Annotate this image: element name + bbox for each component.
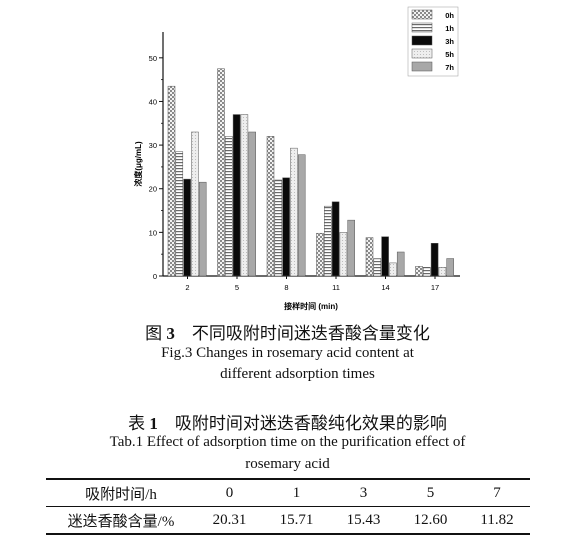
y-axis-label: 浓度(μg/mL) [133,141,143,187]
legend-swatch [411,48,433,59]
table-header-label: 吸附时间/h [46,478,196,507]
bar [297,154,306,277]
table-caption-text: 吸附时间对迷迭香酸纯化效果的影响 [174,414,447,433]
legend-label: 0h [445,11,454,20]
x-tick-label: 11 [332,283,340,292]
table-cell: 12.60 [397,506,465,535]
table-header-cell: 1 [263,478,331,507]
legend-label: 5h [445,50,454,59]
table-header-cell: 7 [464,478,530,507]
bar [232,114,241,277]
table-caption-en-line2: rosemary acid [245,456,330,472]
table-caption-prefix: 表 [128,414,146,433]
table-header-row: 吸附时间/h 0 1 3 5 7 [46,478,530,507]
bar [191,131,199,277]
bar [438,267,447,277]
bar [430,243,439,277]
bar [347,219,355,277]
table-header-cell: 0 [196,478,264,507]
bar [415,266,423,277]
table-cell: 20.31 [196,506,264,535]
table-header-cell: 3 [330,478,398,507]
table-caption-en-line1: Tab.1 Effect of adsorption time on the p… [109,434,466,450]
bar [274,179,283,277]
figure-caption-number: 3 [166,324,175,343]
table-row-label: 迷迭香酸含量/% [46,506,196,535]
bar [183,178,191,277]
figure-caption-en-line2: different adsorption times [220,366,375,382]
x-tick-label: 5 [235,283,239,292]
bar [381,236,389,277]
y-tick-label: 10 [149,228,157,237]
bar [266,136,275,277]
x-tick-label: 8 [284,283,288,292]
table-caption-cn: 表 1 吸附时间对迷迭香酸纯化效果的影响 [0,409,575,434]
y-tick-label: 0 [153,272,157,281]
bar [248,131,256,277]
bar [225,136,233,277]
bar [331,201,340,277]
legend-swatch [411,9,433,20]
legend-swatch [411,22,433,33]
bar-chart: 0 10 20 30 40 50 2 5 8 11 14 17 0h 1h 3h 5h 7h 浓度(μg/mL… [133,6,460,311]
chart-bars [167,68,454,277]
figure-caption-cn: 图 3 不同吸附时间迷迭香酸含量变化 [0,319,575,344]
legend-swatch [411,35,433,46]
bar [282,177,290,277]
bar [373,258,382,277]
chart-legend: 0h 1h 3h 5h 7h [407,6,459,77]
bar [446,258,454,277]
bar [423,267,431,277]
legend-swatch [411,61,433,72]
x-axis-label: 接样时间 (min) [284,301,338,311]
bar [217,68,225,277]
bar [389,262,397,277]
bar [290,147,298,277]
bar [324,205,332,277]
bar [396,251,405,277]
table-caption-number: 1 [149,414,158,433]
table-cell: 15.43 [330,506,398,535]
chart-axes: 0 10 20 30 40 50 2 5 8 11 14 17 [149,32,460,292]
legend-label: 1h [445,24,454,33]
bar [339,232,348,277]
x-tick-label: 2 [185,283,189,292]
table-cell: 11.82 [464,506,530,535]
y-tick-label: 40 [149,97,157,106]
y-tick-label: 30 [149,141,157,150]
table-row: 迷迭香酸含量/% 20.31 15.71 15.43 12.60 11.82 [46,506,530,535]
figure-caption-prefix: 图 [145,324,163,343]
x-tick-label: 14 [381,283,389,292]
bar [198,181,207,277]
figure-caption-en-line1: Fig.3 Changes in rosemary acid content a… [161,345,414,361]
x-tick-label: 17 [431,283,439,292]
table-cell: 15.71 [263,506,331,535]
bar [167,85,176,277]
bar [365,237,374,277]
bar [175,151,184,277]
legend-label: 3h [445,37,454,46]
legend-label: 7h [445,63,454,72]
y-tick-label: 50 [149,54,157,63]
y-tick-label: 20 [149,185,157,194]
figure-caption-text: 不同吸附时间迷迭香酸含量变化 [191,324,430,343]
bar [316,232,324,277]
results-table: 吸附时间/h 0 1 3 5 7 迷迭香酸含量/% 20.31 15.71 15… [46,478,530,535]
table-header-cell: 5 [397,478,465,507]
bar [240,114,249,277]
